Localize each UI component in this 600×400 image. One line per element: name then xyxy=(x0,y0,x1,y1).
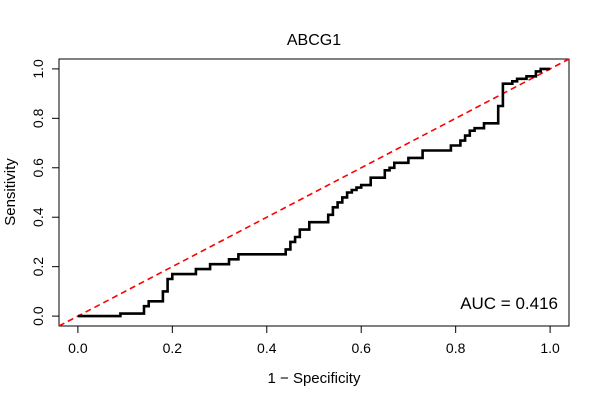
y-tick-label: 1.0 xyxy=(30,59,46,79)
y-tick-label: 0.6 xyxy=(30,158,46,178)
auc-annotation: AUC = 0.416 xyxy=(460,294,558,313)
x-tick-label: 0.6 xyxy=(351,340,371,356)
y-tick-label: 0.2 xyxy=(30,257,46,277)
x-tick-label: 1.0 xyxy=(540,340,560,356)
reference-diagonal xyxy=(58,58,570,327)
plot-frame xyxy=(58,58,570,327)
x-tick-label: 0.2 xyxy=(163,340,183,356)
y-tick-label: 0.4 xyxy=(30,207,46,227)
x-tick-label: 0.4 xyxy=(257,340,277,356)
chart-title: ABCG1 xyxy=(287,32,341,49)
x-tick-label: 0.0 xyxy=(68,340,88,356)
y-axis-label: Sensitivity xyxy=(2,158,19,226)
y-axis: 0.0 0.2 0.4 0.6 0.8 1.0 xyxy=(30,59,60,326)
x-tick-label: 0.8 xyxy=(446,340,466,356)
roc-curve xyxy=(77,67,551,318)
x-axis: 0.0 0.2 0.4 0.6 0.8 1.0 xyxy=(68,325,560,356)
y-tick-label: 0.8 xyxy=(30,108,46,128)
x-axis-label: 1 − Specificity xyxy=(268,370,361,387)
y-tick-label: 0.0 xyxy=(30,306,46,326)
